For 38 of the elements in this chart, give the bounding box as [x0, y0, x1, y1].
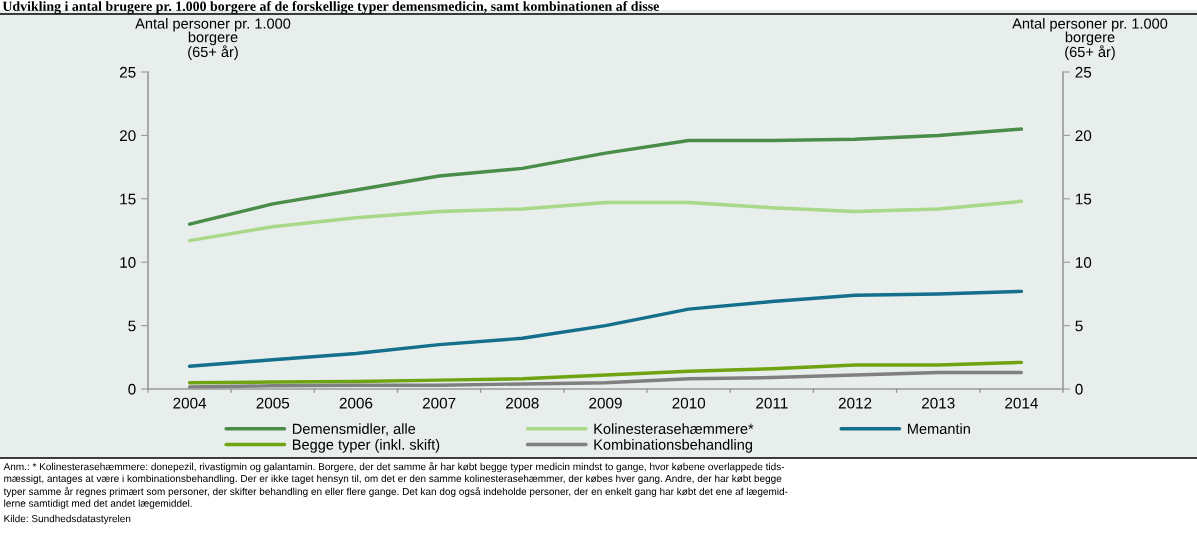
- line-series: [187, 289, 1024, 368]
- y-tick-label: 0: [128, 383, 136, 395]
- legend-label: Memantin: [908, 423, 970, 434]
- x-tick-label: 2004: [173, 397, 207, 409]
- y-tick-label: 5: [128, 320, 136, 332]
- y2-tick-label: 20: [1075, 130, 1092, 142]
- y-tick-label: 25: [119, 66, 136, 78]
- legend-label: Demensmidler, alle: [292, 423, 416, 436]
- x-tick-label: 2011: [756, 397, 788, 409]
- y-tick-label: 15: [120, 193, 136, 205]
- text: Kilde: Sundhedsdatastyrelen: [4, 514, 131, 525]
- x-tick-label: 2006: [339, 397, 373, 409]
- y2-tick-label: 0: [1075, 383, 1083, 395]
- x-tick-label: 2007: [422, 397, 456, 409]
- legend-label: Kolinesterasehæmmere*: [594, 423, 754, 434]
- x-tick-label: 2012: [838, 397, 872, 409]
- y2-axis-title: Antal personer pr. 1.000 borgere (65+ år): [1012, 18, 1168, 60]
- y2-tick-label: 5: [1075, 320, 1083, 332]
- y-tick-label: 10: [120, 257, 136, 268]
- y2-tick-label: 15: [1075, 193, 1092, 205]
- x-tick-label: 2005: [256, 397, 290, 409]
- x-tick-label: 2014: [1005, 397, 1038, 409]
- legend-label: Kombinationsbehandling: [594, 439, 752, 453]
- line-series: [187, 360, 1024, 385]
- x-tick-label: 2013: [922, 397, 955, 409]
- y-tick-label: 20: [119, 130, 136, 142]
- legend-label: Begge typer (inkl. skift): [292, 439, 440, 453]
- y2-tick-label: 10: [1075, 257, 1092, 268]
- line-series: [187, 370, 1024, 389]
- line-series: [187, 199, 1024, 243]
- line-series: [187, 127, 1024, 226]
- text: Anm.: * Kolinesterasehæmmere: donepezil, rivastigmin og galantamin. Borgere, der det samme år har købt begge typer medicin mindst to gange, hvor købene overlappede tids- mæssigt, antages at være i kombinationsbehandling. Der er ikke taget hensyn til, om det er den samme kolinesterasehæmmer, der købes hver gang. Andre, der har købt begge typer samme år regnes primært som personer, der skifter behandling en eller flere gange. Det kan dog også indeholde personer, der en enkelt gang har købt det ene af lægemid- lerne samtidigt med det andet lægemiddel.: [3, 462, 788, 509]
- x-tick-label: 2008: [506, 397, 539, 409]
- chart-title: Udvikling i antal brugere pr. 1.000 borgere af de forskellige typer demensmedicin, samt kombinationen af disse: [2, 1, 659, 14]
- x-tick-label: 2009: [589, 397, 622, 409]
- y2-tick-label: 25: [1075, 66, 1092, 78]
- x-tick-label: 2010: [672, 397, 706, 409]
- y-axis-title: Antal personer pr. 1.000 borgere (65+ år): [135, 18, 291, 60]
